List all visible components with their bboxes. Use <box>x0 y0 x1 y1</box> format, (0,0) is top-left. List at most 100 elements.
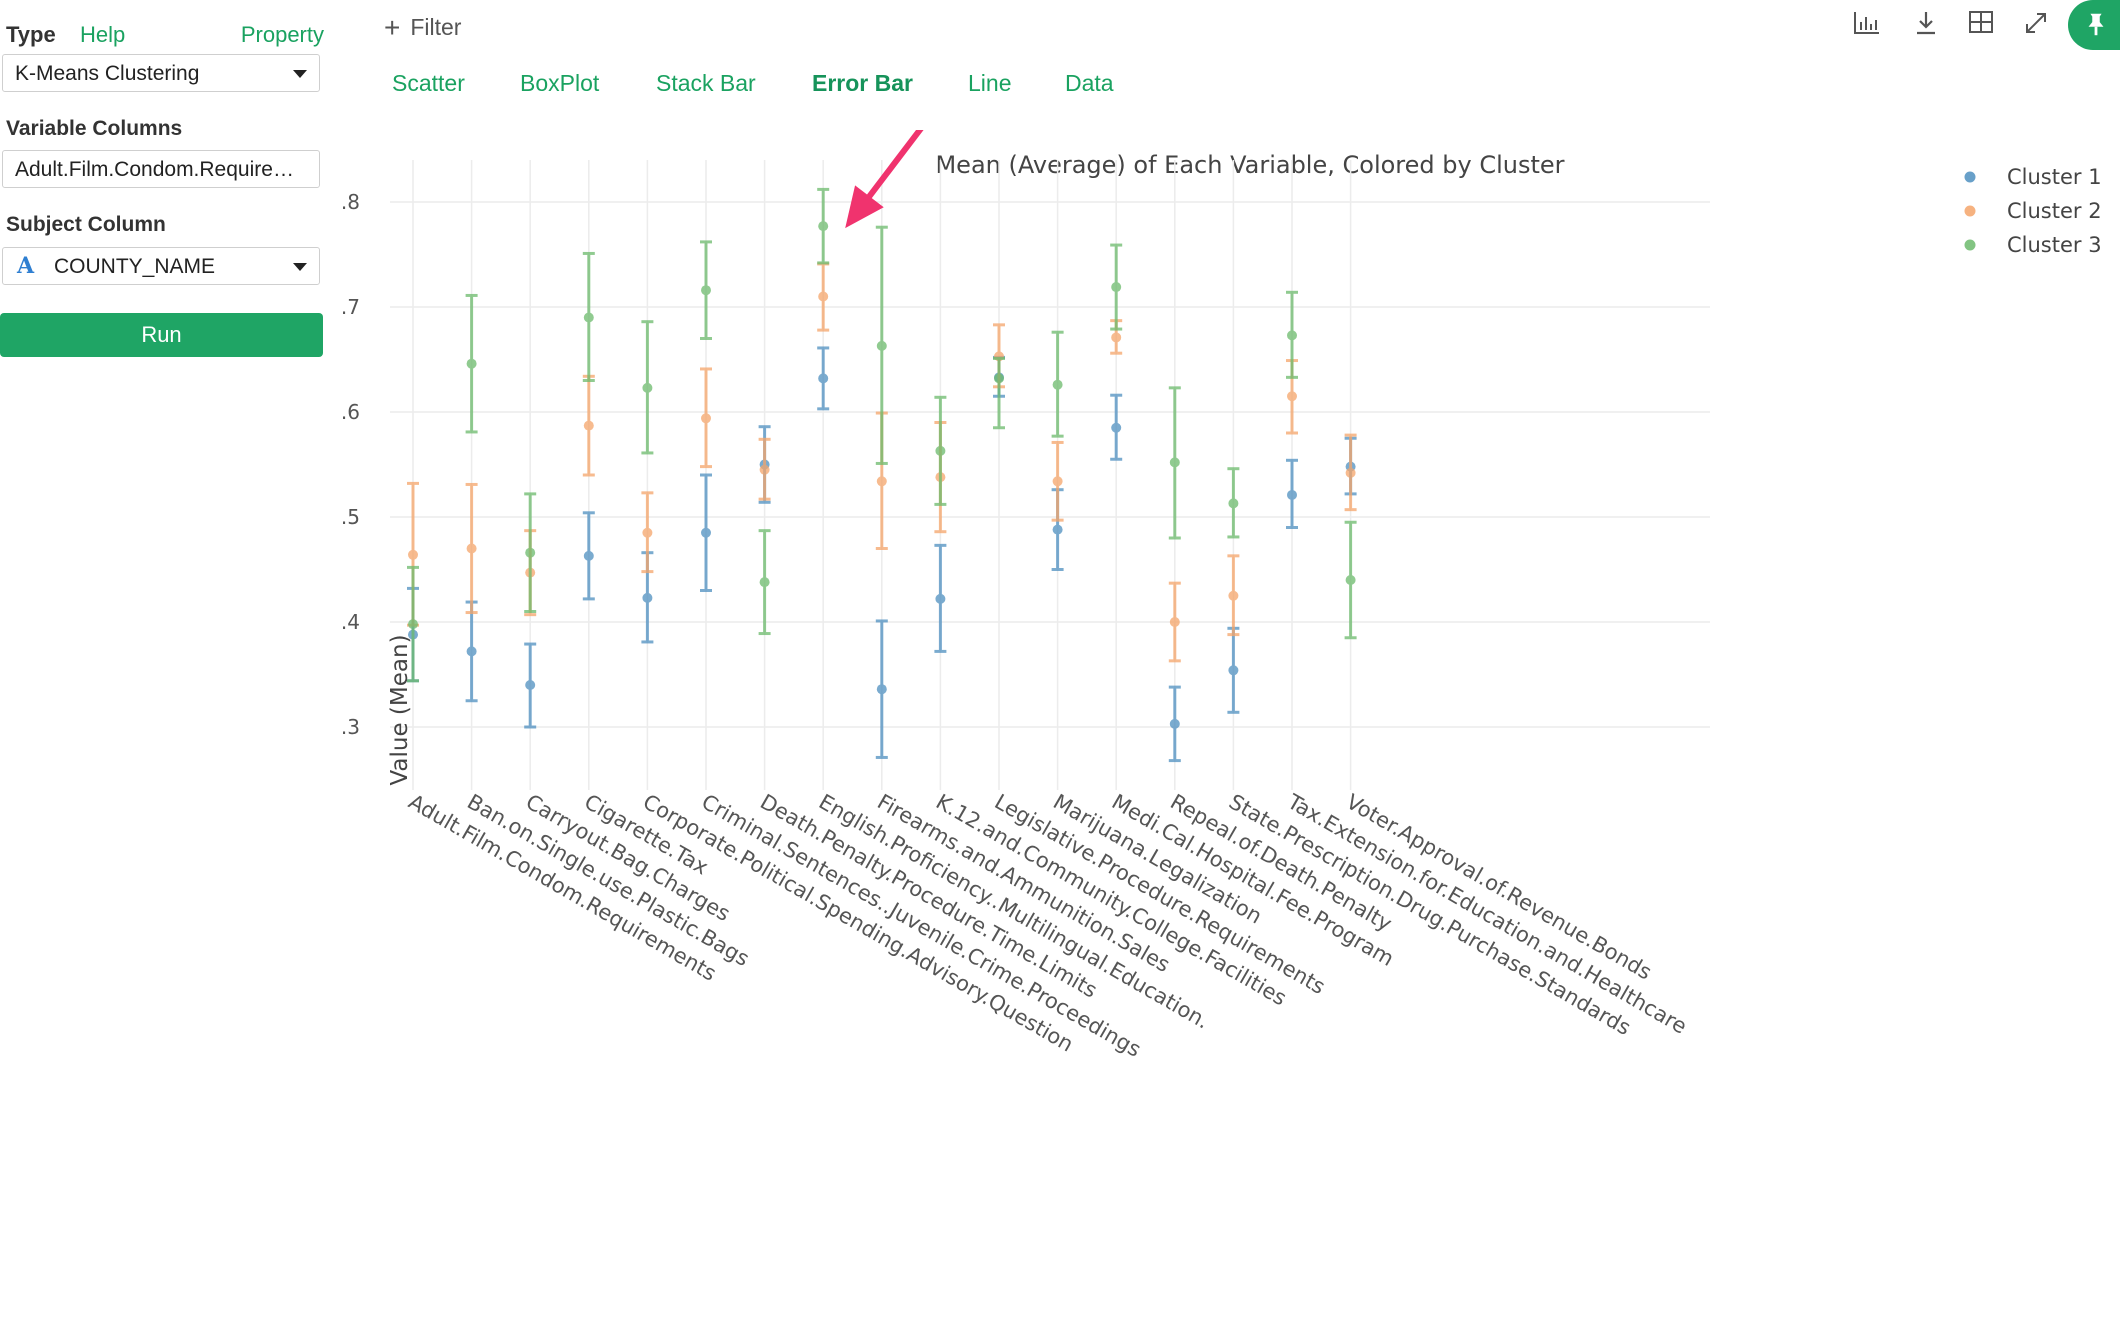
y-axis-label: Value (Mean) <box>387 634 413 785</box>
annotation-arrow <box>845 130 924 229</box>
mean-point <box>876 476 887 487</box>
type-select[interactable]: K-Means Clustering <box>2 54 320 92</box>
mean-point <box>642 527 653 538</box>
mean-point <box>1287 330 1297 341</box>
mean-point <box>1111 282 1122 293</box>
filter-button[interactable]: + Filter <box>384 10 462 43</box>
pin-button[interactable] <box>2068 0 2120 50</box>
mean-point <box>876 684 887 695</box>
x-axis-ticks: Adult.Film.Condom.RequirementsBan.on.Sin… <box>405 789 1691 1062</box>
arrow-head <box>845 185 884 229</box>
mean-point <box>818 373 829 384</box>
error-bar-chart: Mean (Average) of Each Variable, Colored… <box>340 130 2102 1062</box>
y-tick-label: 0.6 <box>340 400 360 424</box>
y-tick-label: 0.3 <box>340 715 360 739</box>
mean-point <box>1169 457 1180 468</box>
mean-point <box>466 358 477 369</box>
bar-chart-icon[interactable] <box>1852 8 1882 38</box>
mean-point <box>1228 498 1239 509</box>
mean-point <box>1169 617 1180 627</box>
chevron-down-icon <box>293 70 307 78</box>
mean-point <box>1111 422 1122 433</box>
variable-columns-label: Variable Columns <box>6 117 183 140</box>
mean-point <box>583 550 594 561</box>
chart-title: Mean (Average) of Each Variable, Colored… <box>935 151 1564 179</box>
legend-marker <box>1964 171 1976 183</box>
variable-columns-input[interactable]: Adult.Film.Condom.Requirements <box>2 150 320 188</box>
subject-column-select[interactable]: A COUNTY_NAME <box>2 247 320 285</box>
tab-data[interactable]: Data <box>1065 70 1114 96</box>
mean-point <box>1052 476 1063 487</box>
mean-point <box>408 549 418 560</box>
tab-line[interactable]: Line <box>968 70 1012 96</box>
mean-point <box>818 291 829 302</box>
mean-point <box>994 373 1004 384</box>
mean-point <box>701 285 711 296</box>
y-tick-label: 0.4 <box>340 610 360 634</box>
x-tick-label: State.Prescription.Drug.Purchase.Standar… <box>1225 790 1635 1041</box>
variable-columns-value: Adult.Film.Condom.Requirements <box>15 158 305 181</box>
mean-point <box>642 382 653 393</box>
mean-point <box>935 445 946 456</box>
mean-point <box>466 543 477 554</box>
type-select-value: K-Means Clustering <box>15 62 200 85</box>
chart-legend[interactable]: Cluster 1 Cluster 2 Cluster 3 <box>1964 165 2102 257</box>
mean-point <box>1228 665 1239 676</box>
chevron-down-icon <box>293 263 307 271</box>
legend-label: Cluster 3 <box>2007 233 2102 257</box>
run-button[interactable]: Run <box>0 313 323 357</box>
pin-icon <box>2088 13 2104 36</box>
mean-point <box>1052 379 1063 390</box>
legend-marker <box>1964 239 1976 251</box>
mean-point <box>1052 524 1063 535</box>
mean-point <box>701 413 711 424</box>
mean-point <box>1287 489 1297 500</box>
tab-boxplot[interactable]: BoxPlot <box>520 70 600 96</box>
chart-series <box>407 187 1357 763</box>
y-tick-label: 0.5 <box>340 505 360 529</box>
mean-point <box>525 547 536 558</box>
subject-column-value: COUNTY_NAME <box>54 255 216 278</box>
legend-label: Cluster 1 <box>2007 165 2102 189</box>
legend-marker <box>1964 205 1976 217</box>
mean-point <box>642 592 653 603</box>
mean-point <box>818 221 829 232</box>
legend-label: Cluster 2 <box>2007 199 2102 223</box>
mean-point <box>466 646 477 657</box>
mean-point <box>1345 467 1356 478</box>
y-tick-label: 0.8 <box>340 190 360 214</box>
panel-header: Type Help Property <box>6 20 324 54</box>
property-panel: Type Help Property K-Means Clustering Va… <box>0 0 330 1340</box>
mean-point <box>876 340 887 351</box>
text-column-icon: A <box>17 253 35 279</box>
mean-point <box>1287 391 1297 402</box>
tab-error-bar[interactable]: Error Bar <box>812 70 913 96</box>
mean-point <box>701 527 711 538</box>
help-link[interactable]: Help <box>80 22 126 47</box>
mean-point <box>1169 718 1180 729</box>
mean-point <box>759 577 770 588</box>
mean-point <box>1228 590 1239 601</box>
mean-point <box>525 680 536 690</box>
y-axis-ticks: 0.3 0.4 0.5 0.6 0.7 0.8 <box>340 190 360 739</box>
type-label: Type <box>6 22 56 47</box>
subject-column-label: Subject Column <box>6 213 166 236</box>
filter-label: Filter <box>410 14 462 40</box>
property-link[interactable]: Property <box>240 22 324 47</box>
series-cluster-3 <box>407 187 1357 683</box>
arrow-shaft <box>866 130 924 200</box>
mean-point <box>759 464 770 475</box>
download-icon[interactable] <box>1911 8 1941 38</box>
plus-icon: + <box>384 12 401 43</box>
mean-point <box>408 619 418 630</box>
x-tick-label: Tax.Extension.for.Education.and.Healthca… <box>1283 789 1691 1039</box>
mean-point <box>935 593 946 604</box>
y-tick-label: 0.7 <box>340 295 360 319</box>
mean-point <box>583 312 594 323</box>
mean-point <box>1345 575 1356 585</box>
mean-point <box>583 420 594 431</box>
tab-scatter[interactable]: Scatter <box>392 70 465 96</box>
expand-icon[interactable] <box>2021 8 2051 38</box>
tab-stack-bar[interactable]: Stack Bar <box>656 70 756 96</box>
grid-icon[interactable] <box>1966 8 1996 38</box>
